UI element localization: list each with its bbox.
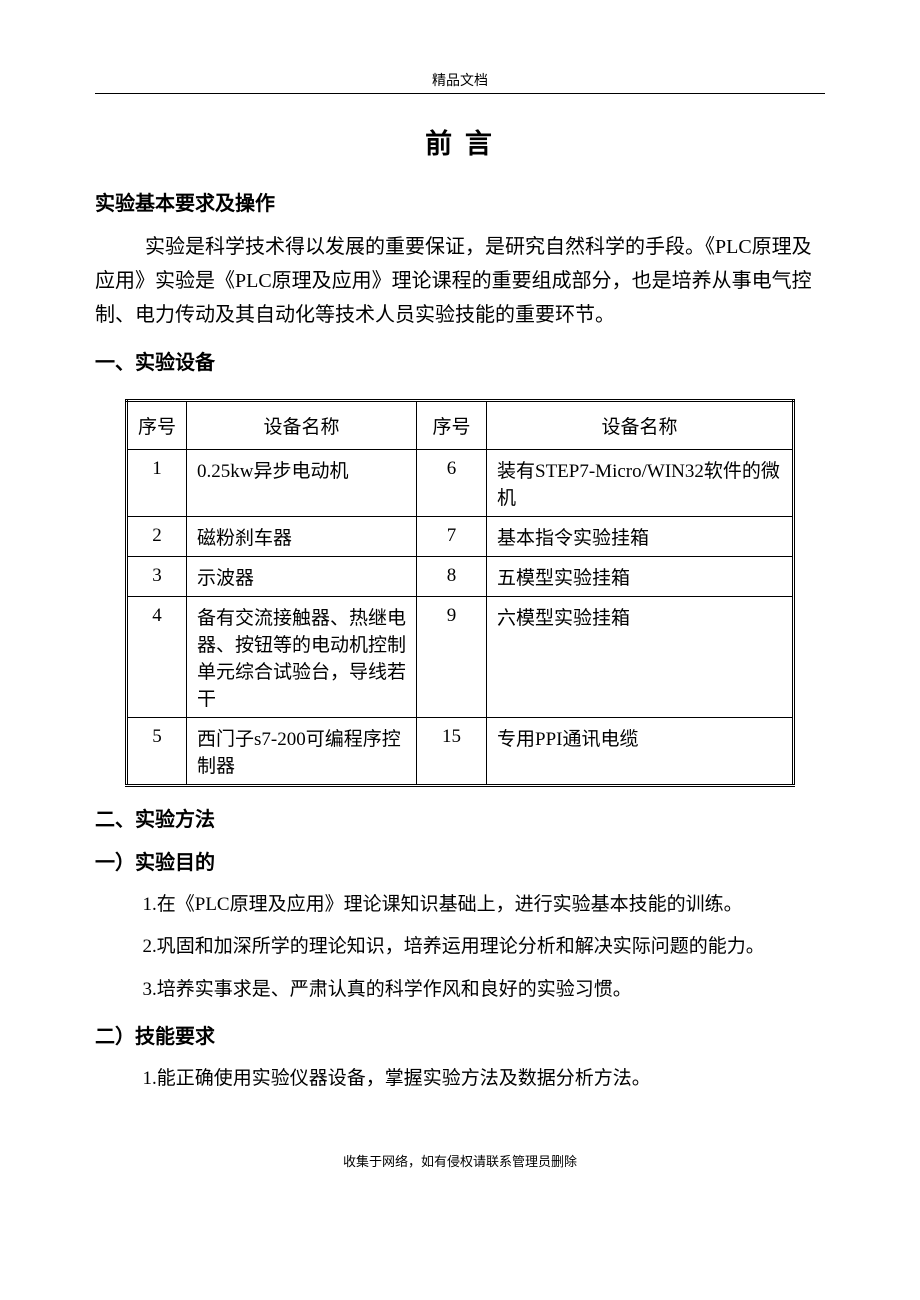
cell-desc: 0.25kw异步电动机	[187, 450, 417, 517]
heading-basic-requirements: 实验基本要求及操作	[95, 187, 825, 216]
header-underline	[95, 93, 825, 94]
cell-desc: 五模型实验挂箱	[487, 557, 794, 597]
equipment-table: 序号 设备名称 序号 设备名称 1 0.25kw异步电动机 6 装有STEP7-…	[125, 399, 795, 787]
table-header-name1: 设备名称	[187, 401, 417, 450]
skill-item: 1.能正确使用实验仪器设备，掌握实验方法及数据分析方法。	[95, 1063, 825, 1095]
cell-num: 15	[417, 718, 487, 786]
table-row: 4 备有交流接触器、热继电器、按钮等的电动机控制单元综合试验台，导线若干 9 六…	[127, 597, 794, 718]
cell-num: 1	[127, 450, 187, 517]
header-label: 精品文档	[95, 70, 825, 90]
heading-methods: 二、实验方法	[95, 803, 825, 832]
page-title: 前 言	[95, 122, 825, 161]
table-row: 3 示波器 8 五模型实验挂箱	[127, 557, 794, 597]
table-header-num1: 序号	[127, 401, 187, 450]
cell-desc: 基本指令实验挂箱	[487, 517, 794, 557]
cell-num: 3	[127, 557, 187, 597]
table-row: 1 0.25kw异步电动机 6 装有STEP7-Micro/WIN32软件的微机	[127, 450, 794, 517]
cell-desc: 专用PPI通讯电缆	[487, 718, 794, 786]
cell-num: 2	[127, 517, 187, 557]
table-header-row: 序号 设备名称 序号 设备名称	[127, 401, 794, 450]
equipment-table-container: 序号 设备名称 序号 设备名称 1 0.25kw异步电动机 6 装有STEP7-…	[125, 399, 795, 787]
subheading-purpose: 一）实验目的	[95, 846, 825, 875]
heading-equipment: 一、实验设备	[95, 346, 825, 375]
cell-num: 4	[127, 597, 187, 718]
cell-num: 9	[417, 597, 487, 718]
cell-desc: 六模型实验挂箱	[487, 597, 794, 718]
purpose-item: 3.培养实事求是、严肃认真的科学作风和良好的实验习惯。	[95, 974, 825, 1006]
cell-desc: 装有STEP7-Micro/WIN32软件的微机	[487, 450, 794, 517]
footer-text: 收集于网络，如有侵权请联系管理员删除	[95, 1151, 825, 1170]
purpose-item: 2.巩固和加深所学的理论知识，培养运用理论分析和解决实际问题的能力。	[95, 931, 825, 963]
purpose-item: 1.在《PLC原理及应用》理论课知识基础上，进行实验基本技能的训练。	[95, 889, 825, 921]
cell-num: 6	[417, 450, 487, 517]
cell-num: 5	[127, 718, 187, 786]
cell-desc: 磁粉刹车器	[187, 517, 417, 557]
cell-desc: 备有交流接触器、热继电器、按钮等的电动机控制单元综合试验台，导线若干	[187, 597, 417, 718]
intro-paragraph: 实验是科学技术得以发展的重要保证，是研究自然科学的手段。《PLC原理及应用》实验…	[95, 230, 825, 332]
table-row: 5 西门子s7-200可编程序控制器 15 专用PPI通讯电缆	[127, 718, 794, 786]
table-header-name2: 设备名称	[487, 401, 794, 450]
table-row: 2 磁粉刹车器 7 基本指令实验挂箱	[127, 517, 794, 557]
table-header-num2: 序号	[417, 401, 487, 450]
cell-num: 7	[417, 517, 487, 557]
subheading-skills: 二）技能要求	[95, 1020, 825, 1049]
cell-desc: 西门子s7-200可编程序控制器	[187, 718, 417, 786]
cell-desc: 示波器	[187, 557, 417, 597]
cell-num: 8	[417, 557, 487, 597]
